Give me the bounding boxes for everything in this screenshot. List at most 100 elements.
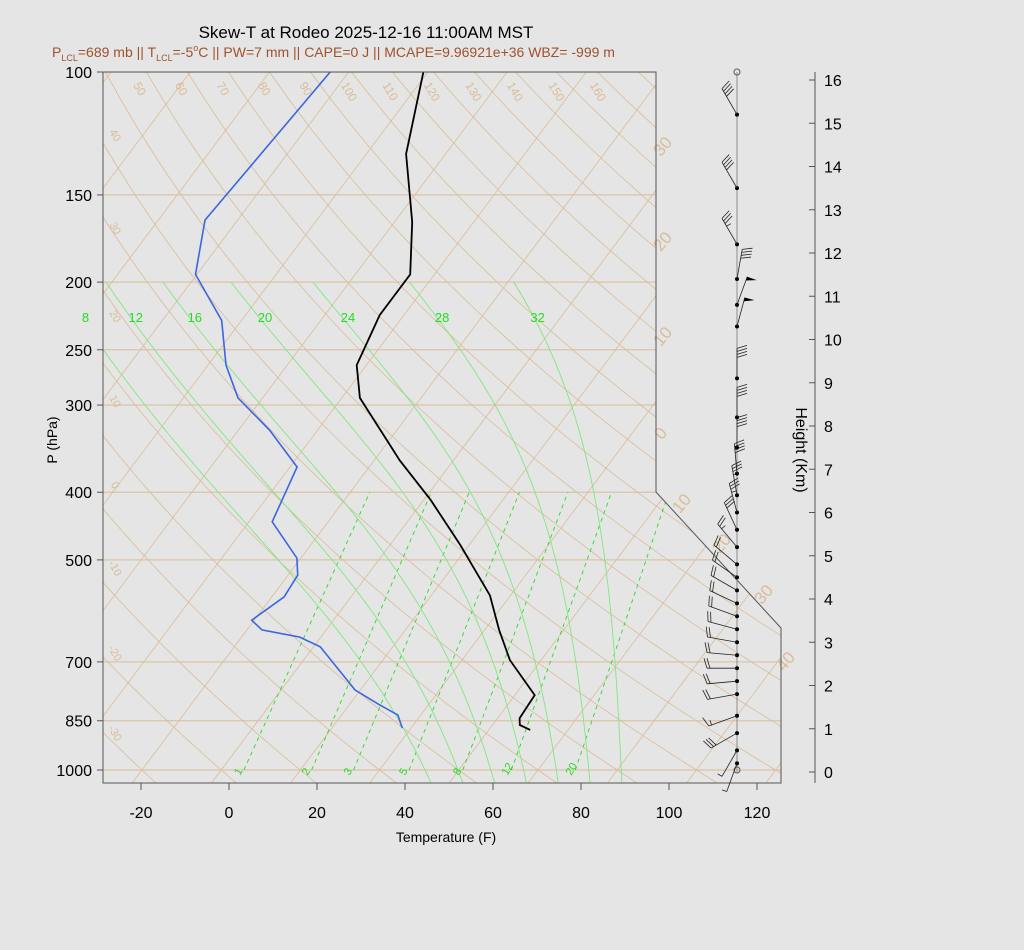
wind-barb-feather (721, 154, 730, 163)
wind-barb-feather (736, 417, 748, 422)
mixing-ratio-line (353, 492, 470, 771)
moist-adiabat (103, 281, 433, 783)
wind-barb-feather (740, 256, 752, 259)
wind-barb-feather (708, 595, 710, 607)
moist-adiabat-label: 16 (188, 310, 202, 325)
moist-adiabat-label: 8 (82, 310, 89, 325)
isotherm (211, 72, 745, 783)
wind-barb-feather (726, 500, 735, 509)
wind-barb-feather (706, 658, 711, 669)
y-tick-label: 200 (65, 275, 92, 292)
wind-barb-staff (713, 544, 738, 565)
axes: -20 0 20 40 60 80 100 1201001502002503004005007… (56, 65, 841, 822)
x-tick-label: -20 (129, 805, 152, 822)
mixing-ratio-line (510, 492, 612, 771)
x-tick-label: 120 (744, 805, 771, 822)
dry-adiabat (310, 72, 781, 783)
isotherm (0, 72, 32, 783)
moist-adiabat-label: 32 (530, 310, 544, 325)
wind-barb-staff (707, 693, 738, 700)
wind-barb-staff (736, 297, 746, 327)
dry-adiabat-label: 150 (545, 80, 567, 105)
wind-barb-feather (729, 477, 739, 484)
isotherm-label: 10 (106, 393, 123, 410)
wind-barb-feather (729, 480, 740, 487)
height-tick-label: 15 (824, 116, 842, 133)
wind-barb-half-feather (709, 720, 713, 726)
dry-adiabat-label: 100 (338, 80, 360, 105)
wind-barb-feather (703, 740, 712, 749)
wind-barb-feather (736, 345, 748, 349)
wind-barb-staff (707, 636, 738, 643)
dry-adiabat-label: 140 (504, 80, 526, 105)
isotherm (131, 72, 666, 783)
wind-barb-staff (712, 559, 738, 578)
isotherm (686, 72, 781, 783)
dry-adiabat-label: 90 (296, 80, 315, 99)
wind-barb-feather (736, 420, 748, 425)
wind-barb-feather (736, 351, 748, 355)
wind-barb-feather (735, 448, 746, 454)
moist-adiabat-label: 24 (341, 310, 355, 325)
isotherm-label: 10 (668, 490, 695, 517)
dry-adiabat-label: 60 (172, 80, 191, 99)
height-tick-label: 10 (824, 333, 842, 350)
dry-adiabat (228, 72, 781, 783)
wind-barb-staff (721, 161, 738, 189)
mixing-ratio-label: 20 (564, 761, 581, 778)
x-tick-label: 0 (225, 805, 234, 822)
wind-barb-feather (723, 156, 731, 166)
wind-barb-feather (719, 517, 726, 527)
wind-barbs (702, 68, 757, 792)
dry-adiabat-label: 160 (587, 80, 609, 105)
isotherm-label: 0 (650, 424, 671, 443)
height-tick-label: 4 (824, 592, 833, 609)
wind-barb-feather (713, 566, 717, 577)
dry-adiabat (103, 72, 721, 783)
dry-adiabat (103, 72, 159, 783)
height-tick-label: 6 (824, 506, 833, 523)
wind-barb-feather (732, 463, 742, 469)
wind-barb-half-feather (721, 525, 726, 530)
wind-barb-half-feather (726, 223, 732, 227)
moist-adiabat (513, 281, 623, 783)
moist-adiabat (408, 281, 591, 783)
wind-barb-feather (732, 466, 743, 472)
wind-barb-pennant (745, 276, 757, 281)
wind-barb-feather (714, 551, 719, 563)
wind-barb-staff (728, 483, 738, 513)
dry-adiabat (679, 72, 781, 783)
mixing-ratio-label: 1 (232, 766, 245, 777)
height-tick-label: 5 (824, 549, 833, 566)
isotherm-label: 30 (106, 220, 123, 237)
isotherm-label: 0 (108, 480, 121, 491)
wind-barb-staff (733, 443, 738, 474)
wind-barb-feather (711, 596, 713, 608)
height-tick-label: 12 (824, 246, 842, 263)
wind-barb-staff (708, 715, 738, 727)
wind-barb-feather (705, 689, 711, 700)
wind-barb-feather (712, 550, 717, 561)
height-tick-label: 2 (824, 679, 833, 696)
isotherm-label: 20 (106, 308, 123, 325)
y-tick-label: 700 (65, 655, 92, 672)
wind-barb-feather (705, 739, 714, 747)
wind-barb-feather (708, 737, 717, 746)
dry-adiabat-label: 80 (255, 80, 274, 99)
isotherm (103, 72, 270, 783)
dry-adiabat (103, 72, 319, 783)
isotherm (103, 72, 508, 783)
isotherm-label: -20 (105, 644, 123, 664)
wind-barb-feather (705, 626, 708, 638)
wind-barb-feather (721, 210, 730, 219)
mixing-ratio-label: 5 (397, 766, 410, 777)
isotherm (845, 72, 1024, 783)
wind-barb-staff (707, 652, 738, 656)
wind-barb-feather (736, 354, 748, 358)
dry-adiabat (103, 72, 480, 783)
dry-adiabat (351, 72, 781, 783)
wind-barb-feather (724, 85, 733, 95)
dry-adiabat (103, 72, 239, 783)
wind-barb-feather (724, 215, 733, 224)
wind-barb-feather (708, 627, 711, 638)
